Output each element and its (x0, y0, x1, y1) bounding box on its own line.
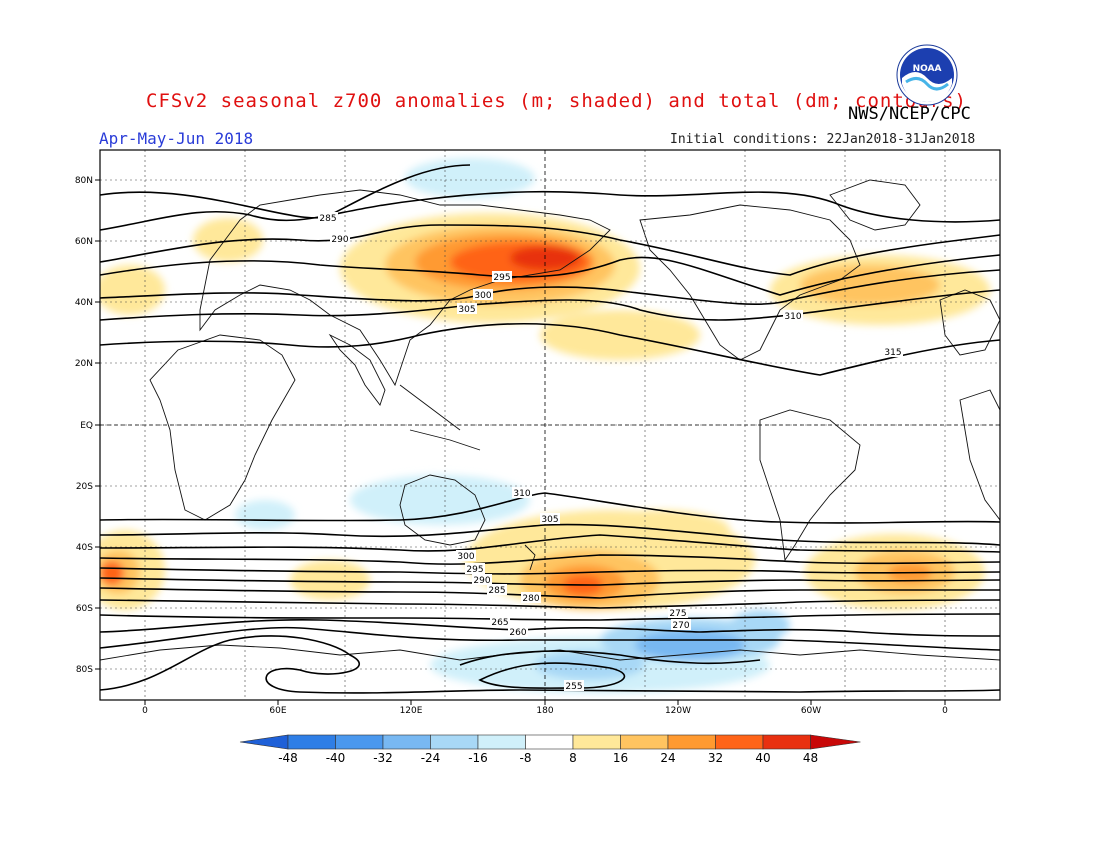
lat-label: EQ (80, 421, 93, 431)
contour-label: 260 (508, 626, 528, 638)
colorbar-swatch (335, 734, 384, 750)
svg-text:275: 275 (669, 609, 686, 619)
colorbar-swatch (430, 734, 479, 750)
svg-text:295: 295 (493, 273, 510, 283)
svg-text:285: 285 (319, 214, 336, 224)
colorbar-swatch (715, 734, 764, 750)
contour-label: 305 (540, 513, 560, 525)
svg-text:310: 310 (513, 489, 530, 499)
svg-text:285: 285 (488, 586, 505, 596)
lat-label: 20S (76, 482, 93, 492)
svg-text:295: 295 (466, 565, 483, 575)
noaa-logo-icon: NOAA (896, 44, 958, 106)
colorbar-tick-label: 40 (755, 751, 770, 765)
contour-label: 290 (330, 233, 350, 245)
contour-label: 300 (456, 550, 476, 562)
height-contours (100, 164, 1000, 694)
colorbar-tick-label: 32 (708, 751, 723, 765)
lat-label: 60N (75, 237, 93, 247)
lat-label: 60S (76, 604, 93, 614)
colorbar-tick-label: -48 (278, 751, 298, 765)
lon-label: 120E (400, 706, 423, 716)
svg-text:290: 290 (331, 235, 348, 245)
svg-text:315: 315 (884, 348, 901, 358)
contour-label: 295 (492, 271, 512, 283)
colorbar-tick-label: -24 (421, 751, 441, 765)
lat-label: 40S (76, 543, 93, 553)
svg-text:290: 290 (473, 576, 490, 586)
lon-label: 180 (536, 706, 553, 716)
lon-label: 0 (942, 706, 948, 716)
colorbar-swatch (382, 734, 431, 750)
contour-label: 275 (668, 607, 688, 619)
svg-text:265: 265 (491, 618, 508, 628)
svg-text:300: 300 (457, 552, 474, 562)
lat-label: 20N (75, 359, 93, 369)
colorbar-tick-label: -8 (520, 751, 532, 765)
contour-label: 255 (564, 680, 584, 692)
svg-text:310: 310 (784, 312, 801, 322)
contour-label: 300 (473, 289, 493, 301)
agency-label: NWS/NCEP/CPC (848, 104, 971, 124)
coastlines (100, 179, 1000, 661)
svg-text:300: 300 (474, 291, 491, 301)
latitude-axis-labels: 80N 60N 40N 20N EQ 20S 40S 60S 80S (75, 176, 100, 675)
contour-label: 270 (671, 619, 691, 631)
colorbar-swatch (477, 734, 526, 750)
contour-label: 295 (465, 563, 485, 575)
logo-text: NOAA (913, 64, 942, 74)
contour-label: 280 (521, 592, 541, 604)
lat-label: 40N (75, 298, 93, 308)
svg-text:260: 260 (509, 628, 526, 638)
lon-label: 60W (801, 706, 821, 716)
colorbar-tick-label: 16 (613, 751, 628, 765)
colorbar-swatch (667, 734, 716, 750)
longitude-axis-labels: 0 60E 120E 180 120W 60W 0 (142, 700, 948, 716)
colorbar-tick-label: 48 (803, 751, 818, 765)
contour-label: 305 (457, 303, 477, 315)
colorbar-left-arrow (239, 734, 289, 750)
colorbar-swatch (572, 734, 621, 750)
reference-lines (100, 150, 1000, 700)
season-label: Apr-May-Jun 2018 (99, 129, 254, 148)
colorbar-right-arrow (810, 734, 861, 750)
svg-text:305: 305 (541, 515, 558, 525)
colorbar-swatch (762, 734, 811, 750)
contour-label: 285 (487, 584, 507, 596)
contour-label: 310 (783, 310, 803, 322)
initial-conditions-label: Initial conditions: 22Jan2018-31Jan2018 (670, 132, 976, 147)
contour-label: 310 (512, 487, 532, 499)
svg-text:255: 255 (565, 682, 582, 692)
colorbar-swatch (525, 734, 574, 750)
colorbar-tick-label: 24 (660, 751, 675, 765)
svg-text:280: 280 (522, 594, 539, 604)
colorbar: -48 -40 -32 -24 -16 -8 8 16 24 32 40 48 (239, 734, 861, 765)
colorbar-tick-label: -32 (373, 751, 393, 765)
lon-label: 60E (269, 706, 286, 716)
colorbar-swatch (620, 734, 669, 750)
lon-label: 0 (142, 706, 148, 716)
map-title: CFSv2 seasonal z700 anomalies (m; shaded… (146, 90, 967, 112)
svg-text:270: 270 (672, 621, 689, 631)
colorbar-swatch (287, 734, 336, 750)
colorbar-tick-label: -40 (326, 751, 346, 765)
contour-label: 315 (883, 346, 903, 358)
contour-label: 265 (490, 616, 510, 628)
contour-label: 285 (318, 212, 338, 224)
contour-label: 290 (472, 574, 492, 586)
lon-label: 120W (665, 706, 691, 716)
colorbar-tick-label: 8 (569, 751, 577, 765)
colorbar-tick-label: -16 (468, 751, 488, 765)
lat-label: 80S (76, 665, 93, 675)
svg-text:305: 305 (458, 305, 475, 315)
contour-labels: 2852902953003053103153103053002952902852… (318, 212, 903, 692)
lat-label: 80N (75, 176, 93, 186)
